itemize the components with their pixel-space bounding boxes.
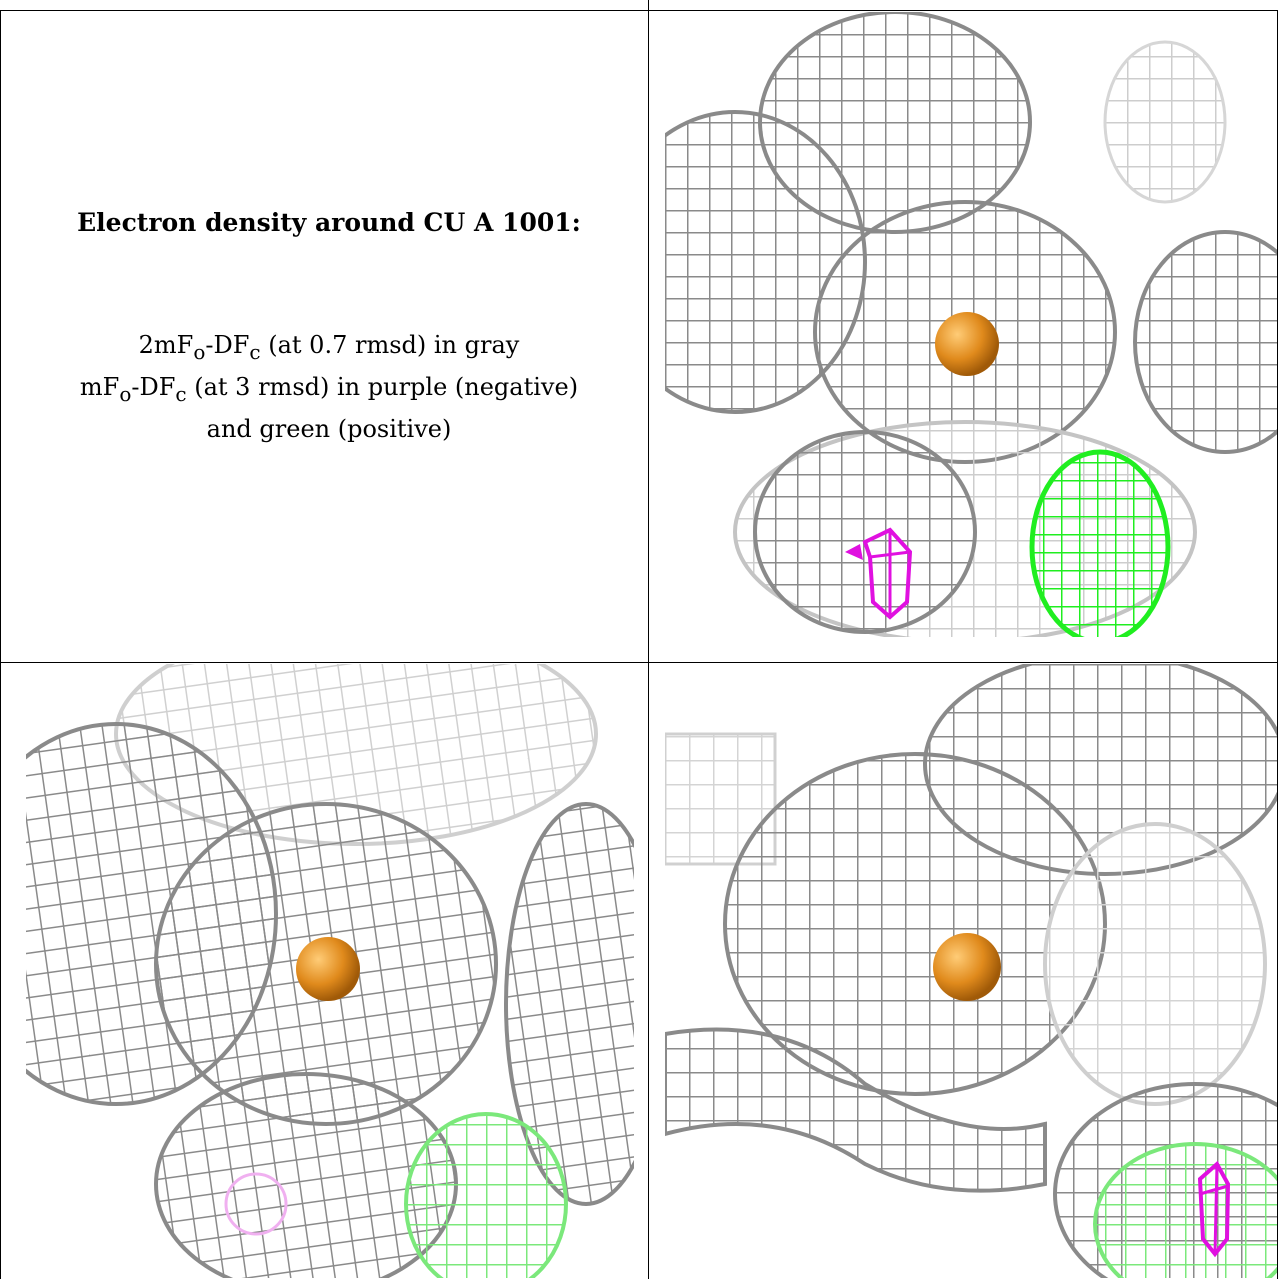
caption-line-purple: mFo-DFc (at 3 rmsd) in purple (negative)	[79, 372, 579, 406]
density-view-top-right	[665, 12, 1277, 637]
copper-atom	[935, 312, 999, 376]
positive-density-green	[1029, 449, 1171, 637]
gray-mesh-bottom-left	[26, 664, 634, 1278]
density-view-bottom-left	[26, 664, 634, 1278]
copper-atom	[296, 937, 360, 1001]
caption-legend: 2mFo-DFc (at 0.7 rmsd) in gray mFo-DFc (…	[10, 328, 648, 447]
density-mesh-top-right	[665, 12, 1277, 637]
gray-mesh-bottom-right	[665, 664, 1277, 1278]
horizontal-divider	[0, 662, 1278, 663]
density-mesh-bottom-right	[665, 664, 1277, 1278]
caption-title: Electron density around CU A 1001:	[77, 208, 581, 237]
caption-line-green: and green (positive)	[206, 414, 452, 443]
left-border	[0, 10, 1, 1279]
caption-cell: Electron density around CU A 1001: 2mFo-…	[10, 10, 648, 662]
copper-atom	[933, 933, 1001, 1001]
vertical-divider	[648, 0, 649, 1279]
negative-density-purple	[1197, 1160, 1231, 1258]
caption-line-gray: 2mFo-DFc (at 0.7 rmsd) in gray	[138, 331, 520, 364]
top-border	[0, 10, 1277, 11]
negative-density-purple	[845, 527, 913, 620]
density-mesh-bottom-left	[26, 664, 634, 1278]
density-view-bottom-right	[665, 664, 1277, 1278]
